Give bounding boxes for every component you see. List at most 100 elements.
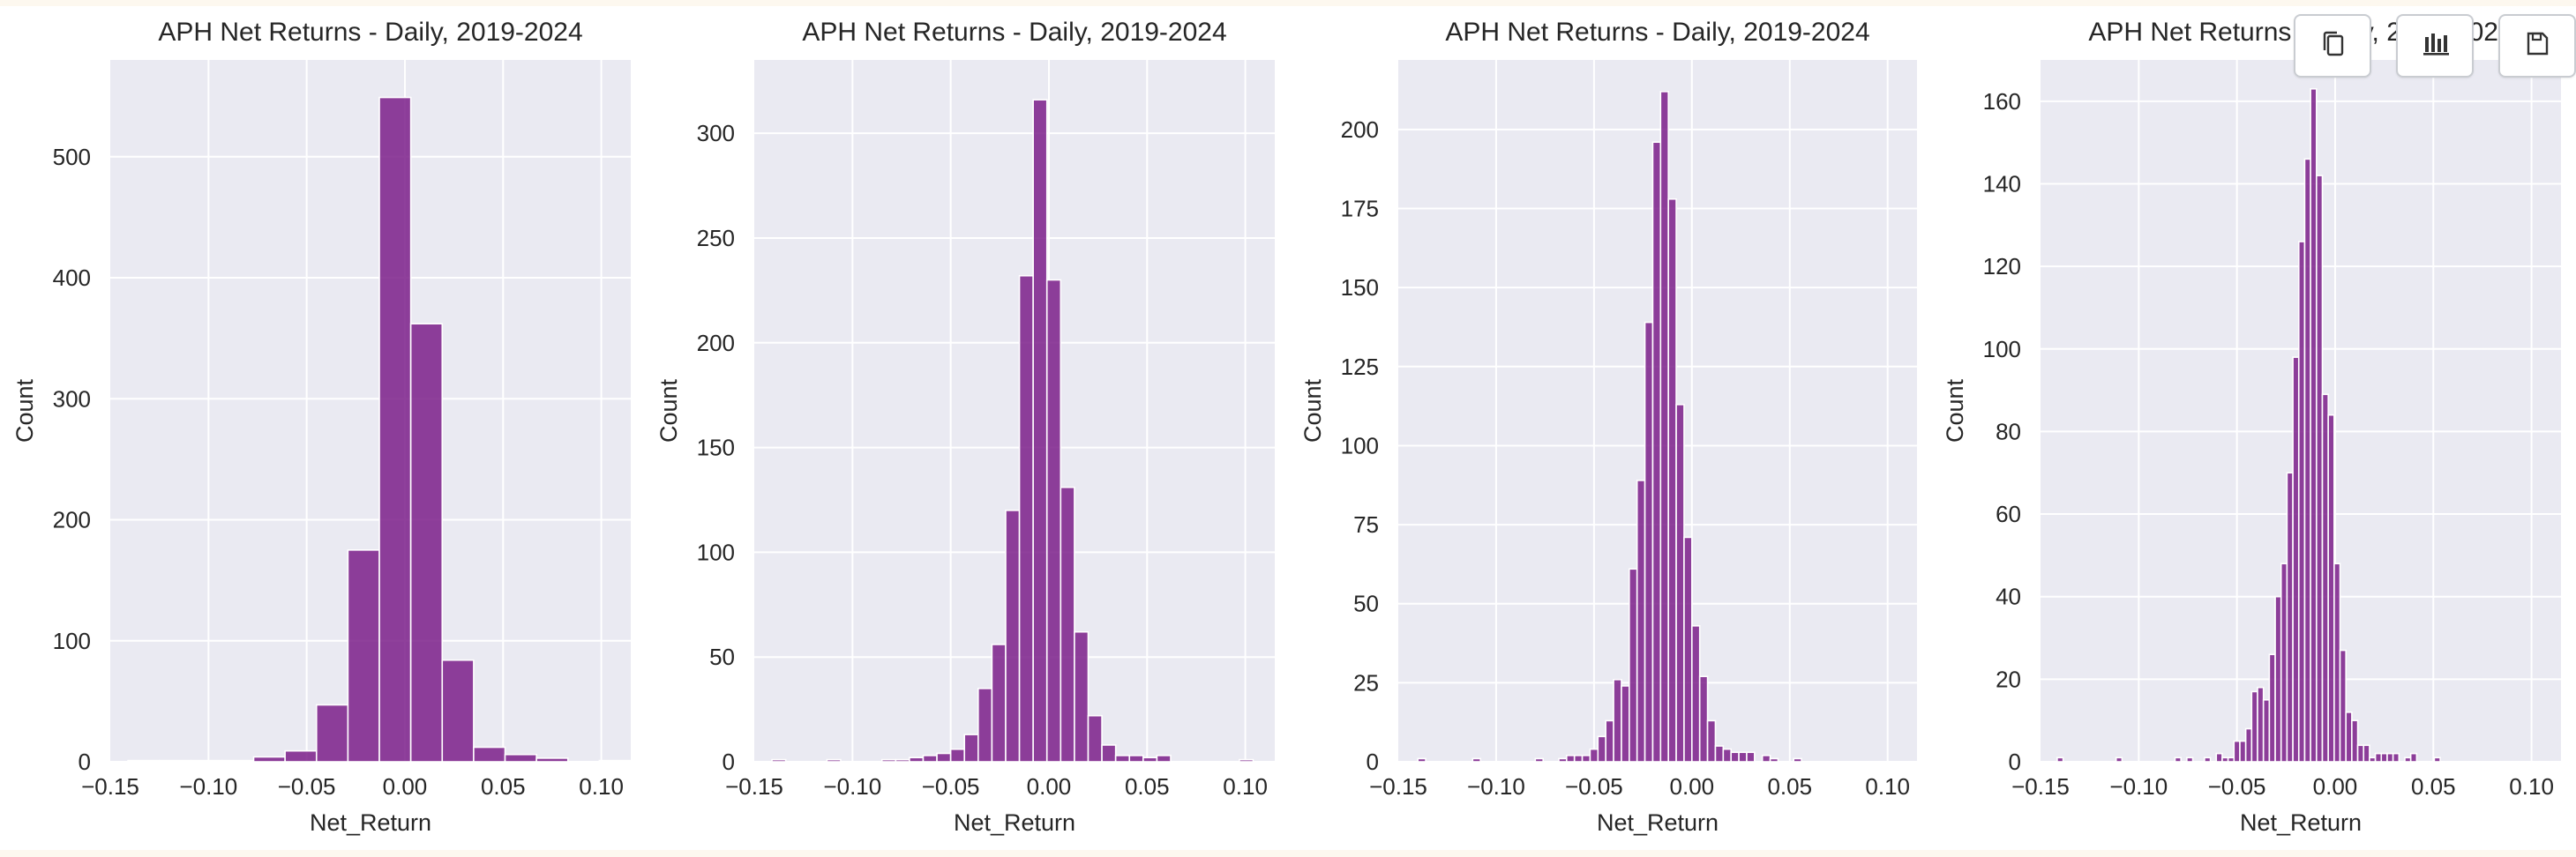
x-tick-label: 0.10 xyxy=(579,773,624,800)
histogram-bar xyxy=(1417,757,1427,763)
x-tick-label: 0.00 xyxy=(383,773,428,800)
histogram-bar xyxy=(1018,274,1034,763)
y-tick-label: 100 xyxy=(1341,432,1379,458)
y-tick-label: 20 xyxy=(1996,666,2021,692)
histogram-bar xyxy=(1714,745,1725,763)
histogram-bar xyxy=(315,704,349,763)
x-axis-label: Net_Return xyxy=(1597,809,1719,836)
x-tick-label: −0.10 xyxy=(823,773,881,800)
histogram-bar xyxy=(1142,756,1158,763)
histogram-bar xyxy=(504,753,537,763)
histogram-bar xyxy=(1698,675,1709,763)
histogram-bar xyxy=(2356,744,2365,763)
x-tick-label: 0.10 xyxy=(1865,773,1910,800)
histogram-bar xyxy=(1675,404,1685,763)
histogram-bar xyxy=(2221,756,2229,763)
histogram-bar xyxy=(2227,756,2235,763)
y-tick-label: 200 xyxy=(1341,116,1379,143)
top-rule xyxy=(0,0,2576,6)
histogram-bar xyxy=(1074,630,1090,763)
histogram-bar xyxy=(1761,755,1771,763)
y-tick-label: 300 xyxy=(53,385,91,412)
histogram-bar xyxy=(473,746,506,763)
histogram-bar xyxy=(598,759,632,763)
chart-button[interactable] xyxy=(2396,14,2474,78)
histogram-bar xyxy=(1032,99,1048,763)
histogram-bar xyxy=(1746,751,1756,763)
histogram-bar xyxy=(2215,752,2223,763)
save-button[interactable] xyxy=(2498,14,2576,78)
histogram-bar xyxy=(2386,752,2394,763)
y-tick-label: 0 xyxy=(2009,749,2021,775)
histogram-bar xyxy=(221,759,255,763)
histogram-bar xyxy=(1629,568,1638,763)
y-tick-label: 125 xyxy=(1341,354,1379,380)
histogram-bar xyxy=(1636,480,1646,763)
x-axis-label: Net_Return xyxy=(954,809,1075,836)
histogram-bar xyxy=(2363,744,2370,763)
histogram-bar xyxy=(2310,87,2318,763)
histogram-bar xyxy=(378,96,412,763)
histogram-bar xyxy=(1101,744,1117,763)
x-tick-label: −0.15 xyxy=(81,773,139,800)
y-tick-label: 250 xyxy=(697,225,735,251)
histogram-bar xyxy=(2374,752,2383,763)
y-tick-label: 400 xyxy=(53,265,91,291)
y-axis-label: Count xyxy=(1942,378,1968,443)
x-tick-label: −0.05 xyxy=(922,773,980,800)
histogram-bar xyxy=(1706,719,1717,763)
x-axis-label: Net_Return xyxy=(310,809,431,836)
histogram-bar xyxy=(2351,719,2359,763)
histogram-bar xyxy=(441,659,475,763)
histogram-bar xyxy=(2174,756,2182,763)
histogram-bar xyxy=(949,748,966,763)
y-tick-label: 0 xyxy=(723,749,735,775)
histogram-bar xyxy=(1644,321,1654,763)
bar-chart-icon xyxy=(2417,26,2452,66)
x-tick-label: 0.10 xyxy=(1223,773,1268,800)
histogram-bar xyxy=(284,749,318,763)
histogram-bar xyxy=(826,758,842,763)
x-tick-label: −0.15 xyxy=(2011,773,2070,800)
y-tick-label: 500 xyxy=(53,144,91,170)
histogram-bar xyxy=(1691,625,1701,763)
x-tick-label: 0.00 xyxy=(2313,773,2358,800)
x-tick-label: −0.15 xyxy=(725,773,783,800)
x-axis-label: Net_Return xyxy=(2240,809,2362,836)
copy-button[interactable] xyxy=(2294,14,2371,78)
y-tick-label: 160 xyxy=(1983,88,2021,115)
histogram-bar xyxy=(2250,690,2258,763)
histogram-bar xyxy=(1667,197,1677,763)
histogram-bar xyxy=(1114,755,1131,763)
histogram-bar xyxy=(409,323,444,763)
x-tick-label: 0.00 xyxy=(1670,773,1715,800)
histogram-bar xyxy=(1589,748,1599,763)
y-axis-label: Count xyxy=(655,378,682,443)
x-tick-label: −0.10 xyxy=(1467,773,1525,800)
histogram-bar xyxy=(1613,678,1622,763)
histogram-bar xyxy=(2292,356,2300,763)
histogram-bar xyxy=(2345,712,2353,763)
histogram-bar xyxy=(2404,756,2412,763)
histogram-bar xyxy=(2316,175,2324,763)
histogram-bar xyxy=(2262,698,2271,763)
histogram-bar xyxy=(1597,735,1607,763)
histogram-bar xyxy=(1471,757,1481,763)
histogram-bar xyxy=(2204,756,2212,763)
y-tick-label: 140 xyxy=(1983,170,2021,197)
histogram-bar xyxy=(1683,536,1693,763)
histogram-bar xyxy=(2297,241,2306,763)
chart-title: APH Net Returns - Daily, 2019-2024 xyxy=(802,18,1226,47)
histogram-bar xyxy=(2186,756,2194,763)
y-tick-label: 150 xyxy=(1341,274,1379,301)
histogram-bar xyxy=(936,752,952,763)
histogram-bar xyxy=(1558,757,1568,763)
y-axis-label: Count xyxy=(11,378,38,443)
histogram-bar xyxy=(1730,751,1740,763)
y-tick-label: 0 xyxy=(79,749,91,775)
y-tick-label: 40 xyxy=(1996,584,2021,610)
histogram-bar xyxy=(977,688,993,763)
histogram-bar xyxy=(1239,758,1254,763)
x-tick-label: 0.05 xyxy=(1767,773,1812,800)
histogram-bar xyxy=(190,759,223,763)
